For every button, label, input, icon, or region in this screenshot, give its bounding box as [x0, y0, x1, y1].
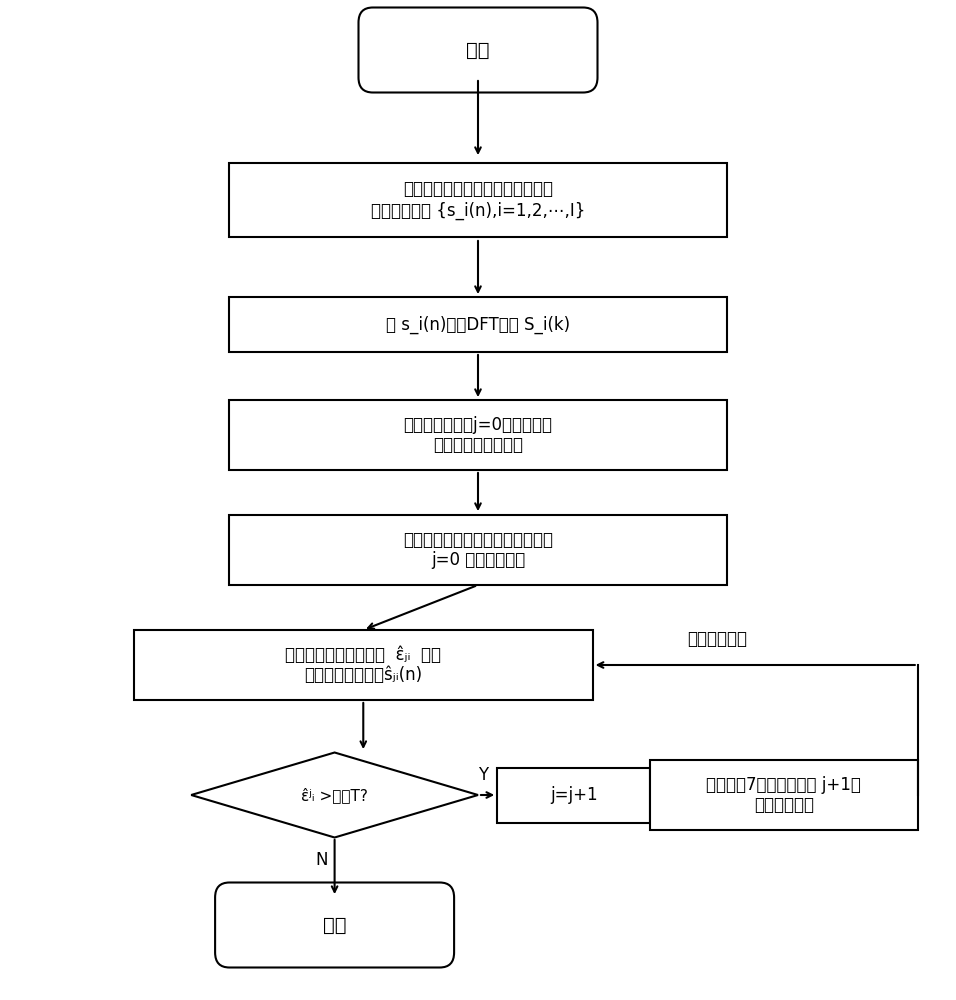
Polygon shape: [191, 752, 478, 838]
FancyBboxPatch shape: [229, 515, 727, 585]
Text: 在各频点的幅度和频率范围中求取
j=0 的各运动信号: 在各频点的幅度和频率范围中求取 j=0 的各运动信号: [403, 531, 553, 569]
Text: 迭代更新循环: 迭代更新循环: [687, 630, 747, 648]
Text: 初始化迭代参数j=0，确定各频
点的幅度和频率范围: 初始化迭代参数j=0，确定各频 点的幅度和频率范围: [403, 416, 553, 454]
Text: Y: Y: [478, 766, 488, 784]
Text: 开始: 开始: [467, 40, 489, 60]
Text: 自动提取血管特征点并跟踪得到结
构特征点序列 {s_i(n),i=1,2,⋯,I}: 自动提取血管特征点并跟踪得到结 构特征点序列 {s_i(n),i=1,2,⋯,I…: [371, 180, 585, 220]
FancyBboxPatch shape: [229, 400, 727, 470]
Text: j=j+1: j=j+1: [550, 786, 598, 804]
FancyBboxPatch shape: [215, 882, 454, 968]
Text: ε̂ʲᵢ >阈值T?: ε̂ʲᵢ >阈值T?: [301, 787, 368, 803]
FancyBboxPatch shape: [134, 630, 593, 700]
Text: 按照步骤7计算个频点第 j+1次
迭代后的信号: 按照步骤7计算个频点第 j+1次 迭代后的信号: [706, 776, 861, 814]
FancyBboxPatch shape: [497, 768, 650, 822]
FancyBboxPatch shape: [229, 162, 727, 237]
FancyBboxPatch shape: [229, 297, 727, 352]
Text: 对 s_i(n)进行DFT得到 S_i(k): 对 s_i(n)进行DFT得到 S_i(k): [386, 316, 570, 334]
Text: N: N: [315, 851, 328, 869]
Text: 求取估计最小均方误差  ε̂ⱼᵢ  并求
得估计得混合信号ŝⱼᵢ(n): 求取估计最小均方误差 ε̂ⱼᵢ 并求 得估计得混合信号ŝⱼᵢ(n): [285, 646, 442, 684]
FancyBboxPatch shape: [650, 760, 918, 830]
Text: 结束: 结束: [323, 916, 346, 934]
FancyBboxPatch shape: [358, 8, 598, 93]
